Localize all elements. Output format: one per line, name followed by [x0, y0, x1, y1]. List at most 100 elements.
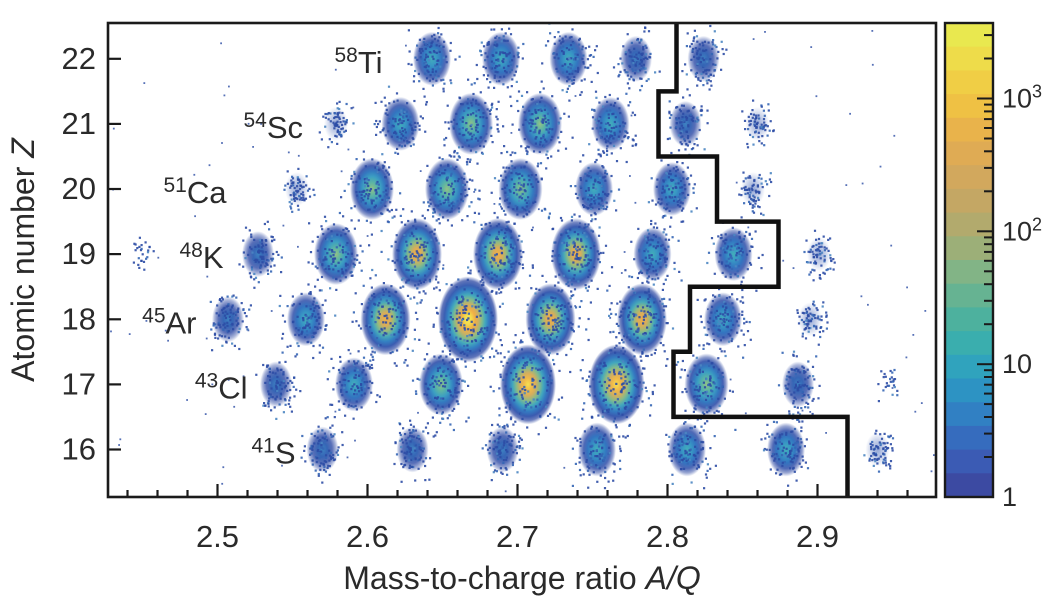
blob-42S [393, 419, 438, 483]
blob-core [212, 296, 244, 343]
blob-55K [803, 229, 836, 282]
blob-46Ar [278, 283, 337, 360]
blob-core [473, 218, 523, 291]
x-axis-tick-label: 2.7 [496, 519, 539, 554]
isotope-label-54Sc: 54Sc [243, 109, 303, 145]
blob-54Ca [490, 145, 551, 232]
blob-41S [300, 416, 344, 484]
blob-55Sc [373, 85, 428, 155]
blob-59Sc [666, 94, 709, 158]
blob-halo [307, 211, 371, 292]
colorbar-band [945, 449, 993, 474]
blob-halo [278, 283, 337, 360]
colorbar-band [945, 141, 993, 166]
y-axis-tick-label: 21 [62, 106, 96, 141]
axis-ticks [108, 57, 909, 497]
colorbar-band [945, 473, 993, 498]
y-axis-tick-label: 20 [62, 171, 96, 206]
blob-halo [760, 412, 810, 487]
blob-core [360, 283, 411, 356]
blob-58Ti [407, 26, 461, 98]
blob-halo [351, 268, 422, 368]
blob-48K [238, 220, 283, 289]
x-axis-tick-label: 2.8 [646, 519, 689, 554]
blob-48Cl [675, 343, 737, 431]
x-axis-tick-label: 2.6 [346, 519, 389, 554]
blob-53K [624, 215, 683, 291]
blob-46Cl [489, 331, 564, 443]
blob-core [782, 361, 814, 408]
blob-44Cl [326, 349, 381, 420]
blob-43Cl [255, 351, 302, 420]
y-axis-tick-label: 17 [62, 366, 96, 401]
blob-59Ti [475, 23, 525, 97]
y-axis-tick-label: 19 [62, 236, 96, 271]
colorbar-tick-label: 103 [1002, 82, 1042, 114]
blob-62Ti [681, 24, 728, 91]
blob-57Ca [738, 171, 773, 217]
blob-halo [696, 288, 752, 359]
blob-44S [571, 412, 625, 490]
colorbar-band [945, 165, 993, 190]
blob-47Ar [351, 268, 422, 368]
blob-halo [393, 419, 438, 483]
blob-halo [411, 343, 476, 432]
blob-halo [489, 331, 564, 443]
blob-halo [407, 26, 461, 98]
blob-core [668, 422, 706, 477]
blob-halo [318, 100, 355, 149]
isotope-label-41S: 41S [251, 435, 295, 471]
blob-50Ar [606, 271, 675, 370]
blob-45Cl [411, 343, 476, 432]
colorbar-tick-label: 102 [1002, 214, 1042, 246]
blob-core [287, 292, 325, 347]
isotope-label-45Ar: 45Ar [142, 304, 196, 340]
colorbar-band [945, 331, 993, 356]
blob-43S [481, 420, 524, 482]
pid-gate-outline [656, 23, 850, 497]
blob-halo [238, 220, 283, 289]
blob-60Ti [541, 23, 599, 96]
heatmap-field [110, 23, 935, 493]
blob-halo [340, 150, 403, 236]
blob-49K [307, 211, 371, 292]
colorbar-band [945, 70, 993, 95]
blob-55Ca [569, 153, 621, 223]
blob-50Cl [877, 368, 899, 403]
blob-core [669, 100, 702, 147]
isotope-label-48K: 48K [179, 239, 223, 275]
blob-54K [706, 216, 764, 292]
plot-frame [106, 21, 938, 499]
colorbar-ticks [977, 34, 993, 498]
blob-52Ar [796, 300, 829, 346]
blob-halo [569, 153, 621, 223]
blob-53Ca [422, 144, 481, 227]
blob-46S [760, 412, 810, 487]
isotope-label-51Ca: 51Ca [164, 174, 228, 210]
blob-halo [647, 159, 698, 223]
blob-halo [490, 145, 551, 232]
blob-47K [132, 236, 155, 271]
blob-45S [665, 416, 717, 490]
colorbar-band [945, 378, 993, 403]
colorbar-band [945, 354, 993, 380]
blob-51K [467, 206, 534, 308]
blob-52Ca [340, 150, 403, 236]
colorbar-tick-label: 1 [1002, 482, 1017, 512]
blob-halo [422, 144, 481, 227]
blob-50K [380, 203, 456, 304]
blob-halo [509, 80, 574, 170]
blob-48Ar [426, 269, 507, 382]
blob-halo [283, 167, 316, 213]
blob-halo [326, 349, 381, 420]
blob-49Cl [777, 350, 821, 420]
colorbar-band [945, 425, 993, 451]
blob-core [684, 353, 729, 416]
y-axis-tick-label: 16 [62, 432, 96, 467]
blob-51Ar [696, 288, 752, 359]
blob-halo [481, 420, 524, 482]
colorbar-band [945, 236, 993, 261]
isotope-label-43Cl: 43Cl [195, 369, 248, 405]
blob-halo [803, 229, 836, 282]
